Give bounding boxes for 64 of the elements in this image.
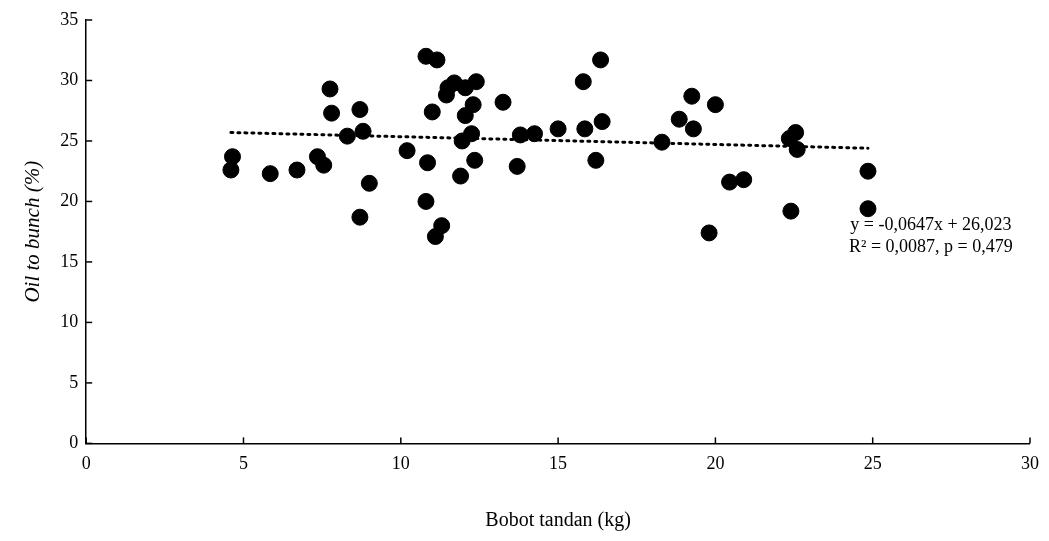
- point: [288, 161, 306, 179]
- y-tick-label: 30: [60, 69, 79, 90]
- point: [351, 101, 369, 119]
- x-tick-label: 15: [549, 452, 568, 473]
- point: [417, 192, 435, 210]
- point: [683, 87, 701, 105]
- point: [593, 113, 611, 131]
- point: [223, 148, 241, 166]
- point: [859, 162, 877, 180]
- y-axis-title: Oil to bunch (%): [20, 160, 45, 303]
- point: [576, 120, 594, 138]
- x-axis-title: Bobot tandan (kg): [485, 508, 631, 532]
- point: [653, 133, 671, 151]
- annotation: R² = 0,0087, p = 0,479: [849, 236, 1013, 257]
- y-tick-label: 10: [60, 311, 79, 332]
- point: [433, 217, 451, 235]
- point: [859, 200, 877, 218]
- y-tick-label: 5: [69, 371, 79, 392]
- point: [398, 142, 416, 160]
- point: [323, 104, 341, 122]
- point: [463, 125, 481, 143]
- y-tick-label: 25: [60, 129, 79, 150]
- point: [351, 208, 369, 226]
- x-tick-label: 10: [391, 452, 410, 473]
- point: [464, 96, 482, 114]
- x-tick-label: 20: [706, 452, 725, 473]
- point: [700, 224, 718, 242]
- point: [360, 174, 378, 192]
- point: [423, 103, 441, 121]
- point: [508, 157, 526, 175]
- point: [670, 110, 688, 128]
- point: [494, 93, 512, 111]
- annotation: y = -0,0647x + 26,023: [850, 214, 1012, 235]
- point: [315, 156, 333, 174]
- point: [684, 120, 702, 138]
- point: [419, 154, 437, 172]
- point: [452, 167, 470, 185]
- point: [706, 96, 724, 114]
- point: [782, 202, 800, 220]
- x-tick-label: 30: [1021, 452, 1039, 473]
- point: [721, 173, 739, 191]
- point: [587, 151, 605, 169]
- point: [549, 120, 567, 138]
- x-tick-label: 25: [863, 452, 882, 473]
- y-tick-label: 20: [60, 190, 79, 211]
- point: [788, 140, 806, 158]
- point: [338, 127, 356, 145]
- point: [261, 165, 279, 183]
- point: [574, 73, 592, 91]
- point: [511, 126, 529, 144]
- point: [787, 124, 805, 141]
- point: [456, 107, 474, 125]
- point: [428, 51, 446, 69]
- point: [354, 122, 372, 140]
- point: [592, 51, 610, 69]
- point: [526, 125, 544, 143]
- x-tick-label: 5: [239, 452, 248, 473]
- point: [466, 151, 484, 169]
- point: [321, 80, 339, 98]
- point: [467, 73, 485, 91]
- y-tick-label: 35: [60, 8, 79, 29]
- y-tick-label: 0: [69, 432, 79, 453]
- y-tick-label: 15: [60, 250, 79, 271]
- point: [735, 171, 753, 189]
